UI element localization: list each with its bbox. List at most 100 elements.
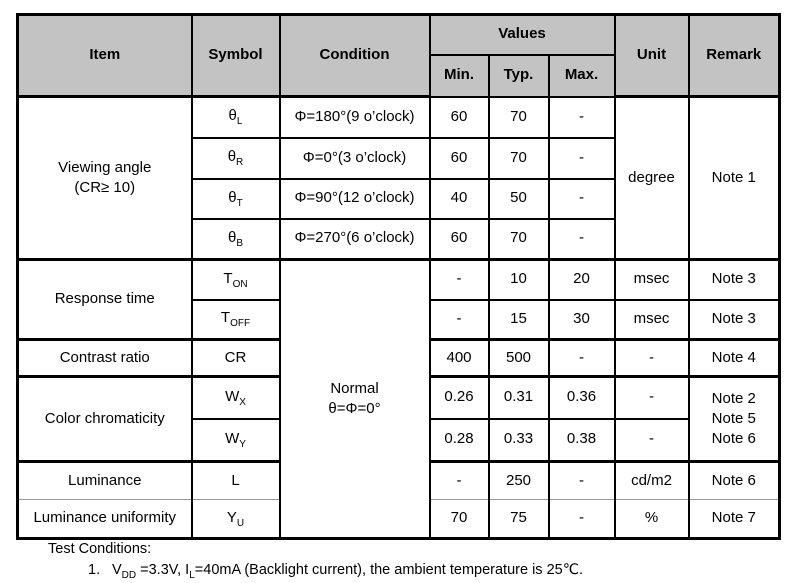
value-max: - [547, 338, 616, 378]
remark-chroma-note6: Note 6 [711, 430, 756, 448]
symbol-base: θ [227, 228, 237, 246]
symbol-t-on: TON [190, 258, 281, 301]
col-header-remark: Remark [687, 13, 781, 98]
value-max: - [547, 499, 616, 540]
value-max: - [547, 217, 616, 261]
row-luminance-uniformity: Luminance uniformity YU 70 75 - % Note 7 [16, 499, 781, 540]
header-row-2: Min. Typ. Max. [18, 53, 780, 98]
symbol-theta-r: θR [190, 136, 281, 180]
symbol-base: θ [228, 107, 237, 125]
condition-normal-line1: Normal [330, 379, 379, 397]
row-chroma-wx: Color chromaticity WX 0.26 0.31 0.36 - N… [16, 375, 781, 463]
condition-normal-merged: Normal θ=Φ=0° [278, 258, 431, 540]
value-max: - [547, 95, 616, 139]
value-min: 0.28 [428, 417, 490, 463]
value-min: 60 [428, 136, 490, 180]
item-response-time: Response time [16, 258, 193, 341]
value-max: 30 [547, 298, 616, 341]
col-header-symbol: Symbol [190, 13, 281, 98]
col-header-values: Values [428, 13, 616, 56]
condition-theta-l: Φ=180°(9 o’clock) [278, 95, 431, 139]
item-color-chromaticity: Color chromaticity [16, 375, 193, 463]
col-header-min: Min. [428, 53, 490, 98]
row-viewing-angle-T: θT Φ=90°(12 o’clock) 40 50 - [18, 177, 780, 220]
value-max: - [547, 177, 616, 220]
il-symbol: =3.3V, I [136, 562, 190, 579]
condition-1-rest: =40mA (Backlight current), the ambient t… [194, 562, 584, 579]
header-row-1: Item Symbol Condition Values Unit Remark [16, 13, 781, 98]
unit-toff: msec [613, 298, 690, 341]
symbol-sub: OFF [230, 318, 251, 330]
symbol-l: L [190, 460, 281, 500]
col-header-unit: Unit [613, 13, 690, 98]
row-response-toff: TOFF - 15 30 msec Note 3 [18, 298, 781, 341]
symbol-base: W [225, 429, 240, 447]
value-typ: 15 [487, 298, 550, 341]
symbol-cr: CR [190, 338, 281, 378]
item-contrast-ratio: Contrast ratio [16, 338, 193, 378]
item-viewing-angle-line2: (CR≥ 10) [74, 179, 136, 196]
value-max: - [547, 460, 616, 500]
symbol-sub: U [236, 517, 245, 529]
value-min: 0.26 [428, 375, 490, 420]
col-header-condition: Condition [278, 13, 431, 98]
value-min: - [428, 460, 490, 500]
remark-chroma-note5: Note 5 [711, 409, 756, 427]
test-condition-1: 1. VDD =3.3V, IL=40mA (Backlight current)… [88, 561, 583, 582]
value-max: 0.36 [547, 375, 616, 420]
symbol-sub: X [239, 396, 246, 408]
item-viewing-angle: Viewing angle (CR≥ 10) [16, 95, 193, 261]
symbol-base: W [225, 387, 240, 405]
symbol-wx: WX [190, 375, 281, 420]
row-viewing-angle-R: θR Φ=0°(3 o’clock) 60 70 - [18, 136, 780, 180]
symbol-base: θ [227, 148, 237, 165]
unit-ton: msec [613, 258, 690, 301]
value-min: 70 [428, 499, 490, 540]
unit-cr: - [613, 338, 690, 378]
condition-theta-r: Φ=0°(3 o’clock) [278, 136, 431, 180]
row-response-ton: Response time TON Normal θ=Φ=0° - 10 20 … [16, 258, 781, 540]
symbol-theta-l: θL [190, 95, 281, 139]
remark-ton: Note 3 [687, 258, 781, 301]
value-min: - [428, 298, 490, 341]
value-typ: 50 [487, 177, 550, 220]
value-min: 60 [428, 95, 490, 139]
item-viewing-angle-line1: Viewing angle [58, 158, 152, 176]
item-luminance: Luminance [16, 460, 193, 500]
test-condition-1-text: VDD =3.3V, IL=40mA (Backlight current), … [112, 562, 584, 582]
col-header-max: Max. [547, 53, 616, 98]
value-typ: 70 [487, 136, 550, 180]
vdd-subscript: DD [121, 570, 137, 582]
symbol-base: T [223, 269, 233, 287]
symbol-base: T [220, 309, 231, 327]
value-min: - [428, 258, 490, 301]
symbol-sub: ON [232, 278, 248, 290]
symbol-sub: Y [239, 438, 246, 450]
value-max: 20 [547, 258, 616, 301]
symbol-wy: WY [190, 417, 281, 463]
row-viewing-angle-B: θB Φ=270°(6 o’clock) 60 70 - [18, 217, 780, 261]
symbol-t-off: TOFF [190, 298, 281, 341]
unit-wx: - [613, 375, 690, 420]
value-typ: 500 [487, 338, 550, 378]
condition-normal-line2: θ=Φ=0° [328, 400, 381, 417]
row-luminance: Luminance L - 250 - cd/m2 Note 6 [16, 460, 781, 500]
optical-characteristics-table: Item Symbol Condition Values Unit Remark… [16, 13, 781, 540]
remark-toff: Note 3 [687, 298, 781, 341]
vdd-symbol: V [112, 562, 122, 579]
symbol-base: θ [228, 188, 237, 206]
value-typ: 70 [487, 95, 550, 139]
symbol-sub: T [236, 197, 243, 209]
value-typ: 70 [487, 217, 550, 261]
value-typ: 75 [487, 499, 550, 540]
symbol-base: Y [226, 508, 237, 526]
item-luminance-uniformity: Luminance uniformity [16, 499, 193, 540]
symbol-theta-b: θB [190, 217, 281, 261]
remark-luminance: Note 6 [687, 460, 781, 500]
test-condition-1-number: 1. [88, 562, 101, 579]
remark-chroma: Note 2 Note 5 Note 6 [687, 375, 781, 463]
value-typ: 10 [487, 258, 550, 301]
symbol-yu: YU [190, 499, 281, 540]
symbol-sub: B [236, 237, 243, 249]
symbol-sub: R [236, 157, 244, 168]
